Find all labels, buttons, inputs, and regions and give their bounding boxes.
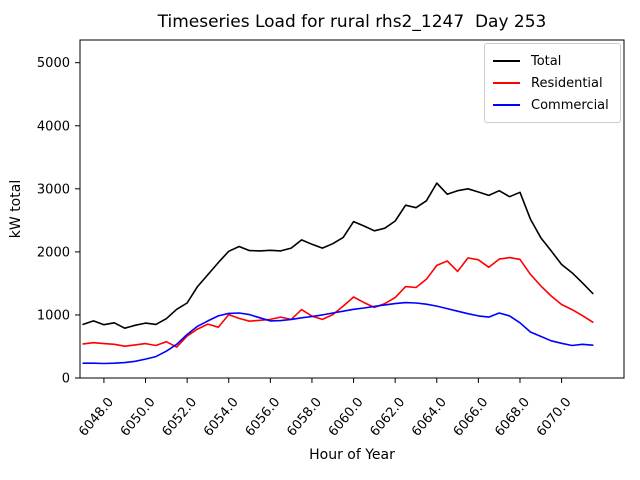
y-axis-label: kW total bbox=[8, 180, 24, 238]
y-tick-label: 4000 bbox=[37, 119, 70, 134]
x-tick-label: 6060.0 bbox=[326, 395, 367, 439]
chart-title: Timeseries Load for rural rhs2_1247 Day … bbox=[157, 12, 547, 32]
y-tick-label: 2000 bbox=[37, 245, 70, 260]
x-tick-label: 6070.0 bbox=[534, 395, 575, 439]
x-tick-label: 6048.0 bbox=[76, 395, 117, 439]
legend-label: Total bbox=[531, 53, 562, 69]
x-tick-label: 6050.0 bbox=[118, 395, 159, 439]
legend-item-residential: Residential bbox=[493, 72, 620, 94]
legend-label: Commercial bbox=[531, 97, 609, 113]
x-tick-label: 6062.0 bbox=[367, 395, 408, 439]
y-tick-label: 1000 bbox=[37, 308, 70, 323]
legend-line-sample bbox=[493, 60, 520, 62]
x-tick-label: 6052.0 bbox=[159, 395, 200, 439]
x-tick-label: 6056.0 bbox=[243, 395, 284, 439]
legend-item-commercial: Commercial bbox=[493, 94, 620, 116]
x-tick-label: 6058.0 bbox=[284, 395, 325, 439]
legend-item-total: Total bbox=[493, 50, 620, 72]
y-tick-label: 5000 bbox=[37, 56, 70, 71]
x-axis-label: Hour of Year bbox=[309, 447, 395, 463]
series-lines-group bbox=[82, 182, 594, 365]
plot-border bbox=[79, 39, 625, 379]
legend-line-sample bbox=[493, 82, 520, 84]
x-tick-label: 6054.0 bbox=[201, 395, 242, 439]
x-tick-label: 6068.0 bbox=[492, 395, 533, 439]
series-line-total bbox=[82, 182, 594, 330]
series-line-residential bbox=[82, 256, 594, 348]
y-tick-label: 0 bbox=[62, 372, 70, 387]
legend-line-sample bbox=[493, 104, 520, 106]
y-tick-label: 3000 bbox=[37, 182, 70, 197]
series-line-commercial bbox=[82, 301, 594, 365]
legend-label: Residential bbox=[531, 75, 603, 91]
x-tick-label: 6064.0 bbox=[409, 395, 450, 439]
legend: Total Residential Commercial bbox=[484, 43, 621, 123]
x-tick-label: 6066.0 bbox=[451, 395, 492, 439]
